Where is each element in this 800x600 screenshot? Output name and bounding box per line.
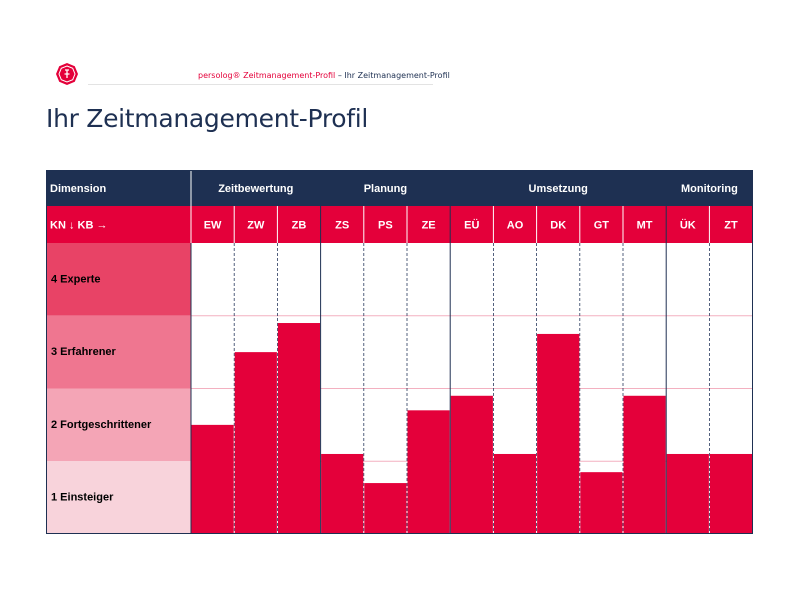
bar-ZE (407, 410, 450, 534)
bar-PS (364, 483, 407, 534)
level-label: 4 Experte (51, 273, 101, 285)
chart-border (46, 170, 753, 534)
page-title: Ihr Zeitmanagement-Profil (46, 104, 369, 133)
group-header-label: Umsetzung (529, 183, 588, 195)
axis-header: KN ↓ KB → (50, 219, 107, 231)
category-label: MT (637, 219, 653, 231)
bar-EÜ (450, 395, 493, 534)
level-band (46, 461, 191, 534)
profile-chart: 4 Experte 3 Erfahrener 2 Fortgeschrittener… (46, 170, 753, 534)
category-label: AO (507, 219, 524, 231)
group-header-label: Zeitbewertung (218, 183, 293, 195)
category-label: ZE (422, 219, 436, 231)
level-band (46, 388, 191, 462)
bar-MT (623, 395, 666, 534)
level-band (46, 315, 191, 389)
category-label: PS (378, 219, 393, 231)
level-label: 3 Erfahrener (51, 346, 117, 358)
bar-ZS (321, 453, 364, 534)
bar-DK (537, 333, 580, 534)
group-header-label: Planung (364, 183, 407, 195)
breadcrumb-separator: – (335, 71, 345, 80)
bar-EW (191, 424, 234, 534)
header-divider (88, 84, 433, 85)
bar-ÜK (666, 453, 709, 534)
breadcrumb-brand: persolog® Zeitmanagement-Profil (198, 71, 336, 80)
breadcrumb: persolog® Zeitmanagement-Profil – Ihr Ze… (198, 71, 450, 80)
bar-ZB (277, 323, 321, 534)
corner-header: Dimension (50, 183, 107, 195)
category-label: ZB (292, 219, 307, 231)
level-band (46, 243, 191, 316)
category-label: ÜK (680, 218, 696, 231)
category-label: ZW (247, 219, 265, 231)
category-label: DK (550, 219, 566, 231)
category-label: EÜ (464, 218, 479, 231)
bar-ZT (709, 453, 753, 534)
breadcrumb-subtitle: Ihr Zeitmanagement-Profil (344, 71, 450, 80)
group-header-label: Monitoring (681, 183, 738, 195)
category-label: ZT (724, 219, 738, 231)
persolog-logo-icon (56, 63, 78, 85)
bar-ZW (234, 352, 277, 534)
category-label: GT (594, 219, 610, 231)
category-label: ZS (335, 219, 349, 231)
level-label: 2 Fortgeschrittener (51, 419, 152, 431)
level-label: 1 Einsteiger (51, 492, 114, 504)
bar-AO (493, 453, 537, 534)
category-label: EW (204, 219, 222, 231)
group-header-row (46, 170, 753, 206)
bar-GT (580, 472, 623, 534)
category-header-row (46, 206, 753, 243)
